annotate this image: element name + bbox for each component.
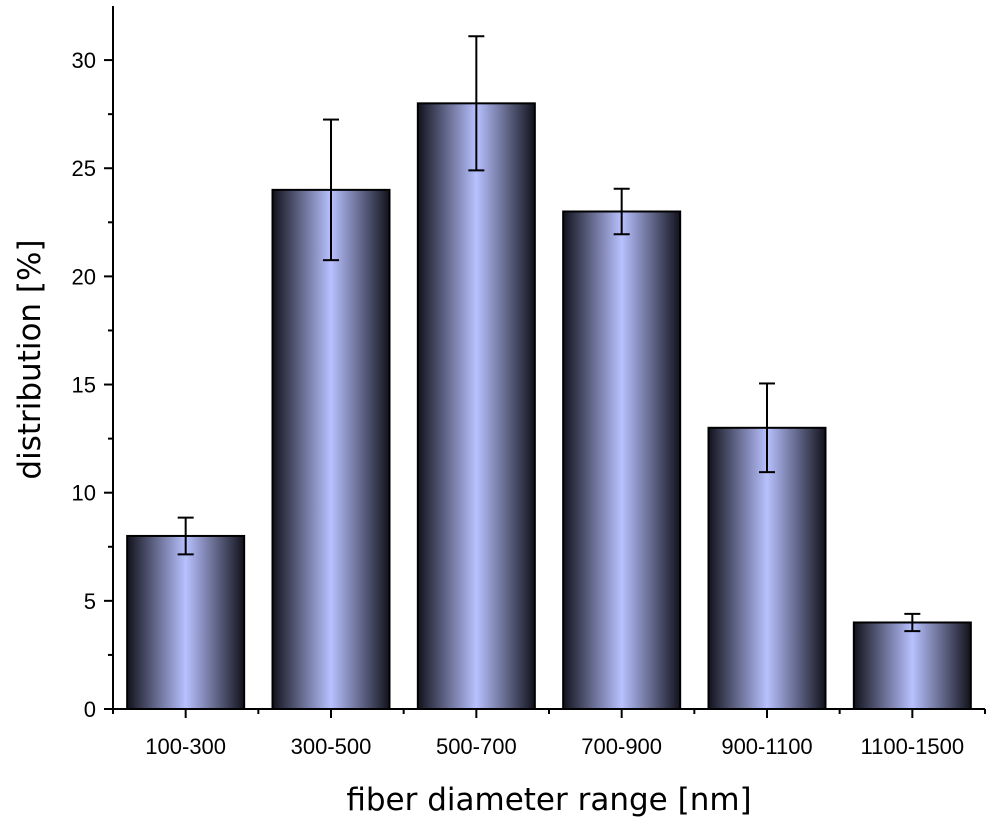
y-axis-title: distribution [%] <box>12 239 48 479</box>
error-bar <box>468 35 485 172</box>
x-tick-label: 900-1100 <box>721 734 812 759</box>
y-tick-label: 10 <box>72 481 96 506</box>
y-tick-label: 5 <box>84 589 96 614</box>
x-tick-label: 300-500 <box>291 734 372 759</box>
bar <box>271 188 391 711</box>
error-bar <box>177 516 194 556</box>
x-axis-title: fiber diameter range [nm] <box>346 782 751 818</box>
axes-group <box>104 6 986 718</box>
bar <box>416 102 536 711</box>
y-tick-label: 0 <box>84 697 96 722</box>
error-bar <box>613 187 630 236</box>
y-tick-label: 20 <box>72 264 96 289</box>
bar <box>562 210 682 710</box>
tick-labels-group: 0 5 10 15 20 25 30 100-300 300-500 500-700 700-900… <box>72 48 965 759</box>
x-tick-label: 1100-1500 <box>861 734 965 759</box>
y-tick-label: 25 <box>72 156 96 181</box>
x-tick-label: 700-900 <box>581 734 662 759</box>
x-tick-label: 100-300 <box>145 734 226 759</box>
bar <box>707 426 827 710</box>
error-bars-group <box>177 35 921 633</box>
error-bar <box>904 612 921 633</box>
bars-group <box>126 102 972 711</box>
error-bar <box>759 382 775 474</box>
error-bar <box>323 118 339 262</box>
y-tick-label: 15 <box>72 373 96 398</box>
bar <box>126 534 246 711</box>
y-tick-label: 30 <box>72 48 96 73</box>
x-tick-label: 500-700 <box>436 734 517 759</box>
bar <box>852 621 972 711</box>
